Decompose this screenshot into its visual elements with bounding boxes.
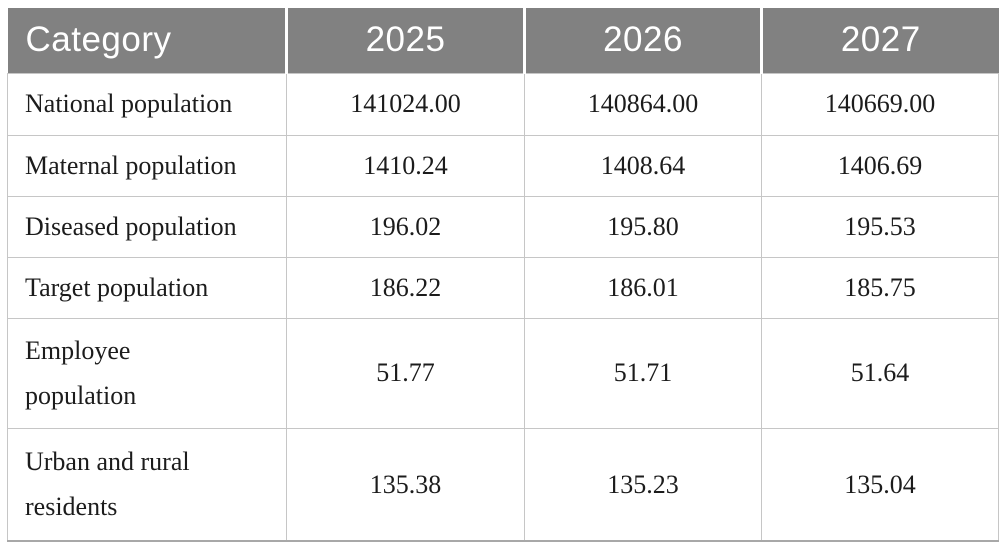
- year-2026-header-cell: 2026: [523, 8, 762, 73]
- row-label-cell: Employee population: [7, 317, 287, 429]
- row-label-cell: Diseased population: [7, 195, 287, 258]
- category-header-cell: Category: [7, 8, 287, 73]
- row-label-cell: Target population: [7, 256, 287, 319]
- population-table: Category 2025 2026 2027 National populat…: [7, 8, 999, 542]
- value-cell: 51.77: [286, 317, 525, 429]
- row-label-cell: Urban and rural residents: [7, 427, 287, 542]
- table-row-urban-rural-residents: Urban and rural residents 135.38 135.23 …: [7, 427, 999, 542]
- value-cell: 51.71: [524, 317, 762, 429]
- value-cell: 140669.00: [761, 72, 999, 136]
- value-cell: 186.01: [524, 256, 762, 319]
- value-cell: 185.75: [761, 256, 999, 319]
- value-cell: 195.53: [761, 195, 999, 258]
- value-cell: 196.02: [286, 195, 525, 258]
- table-row-national-population: National population 141024.00 140864.00 …: [7, 72, 999, 136]
- value-cell: 195.80: [524, 195, 762, 258]
- table-row-employee-population: Employee population 51.77 51.71 51.64: [7, 317, 999, 429]
- table-row-maternal-population: Maternal population 1410.24 1408.64 1406…: [7, 134, 999, 197]
- table-header-row: Category 2025 2026 2027: [7, 8, 999, 73]
- table-row-target-population: Target population 186.22 186.01 185.75: [7, 256, 999, 319]
- row-label-cell: Maternal population: [7, 134, 287, 197]
- value-cell: 140864.00: [524, 72, 762, 136]
- value-cell: 135.04: [761, 427, 999, 542]
- row-label-cell: National population: [7, 72, 287, 136]
- value-cell: 1406.69: [761, 134, 999, 197]
- value-cell: 135.38: [286, 427, 525, 542]
- value-cell: 141024.00: [286, 72, 525, 136]
- year-2025-header-cell: 2025: [285, 8, 525, 73]
- value-cell: 135.23: [524, 427, 762, 542]
- value-cell: 51.64: [761, 317, 999, 429]
- table-row-diseased-population: Diseased population 196.02 195.80 195.53: [7, 195, 999, 258]
- population-table-container: Category 2025 2026 2027 National populat…: [7, 8, 999, 542]
- year-2027-header-cell: 2027: [760, 8, 999, 73]
- value-cell: 1408.64: [524, 134, 762, 197]
- value-cell: 186.22: [286, 256, 525, 319]
- value-cell: 1410.24: [286, 134, 525, 197]
